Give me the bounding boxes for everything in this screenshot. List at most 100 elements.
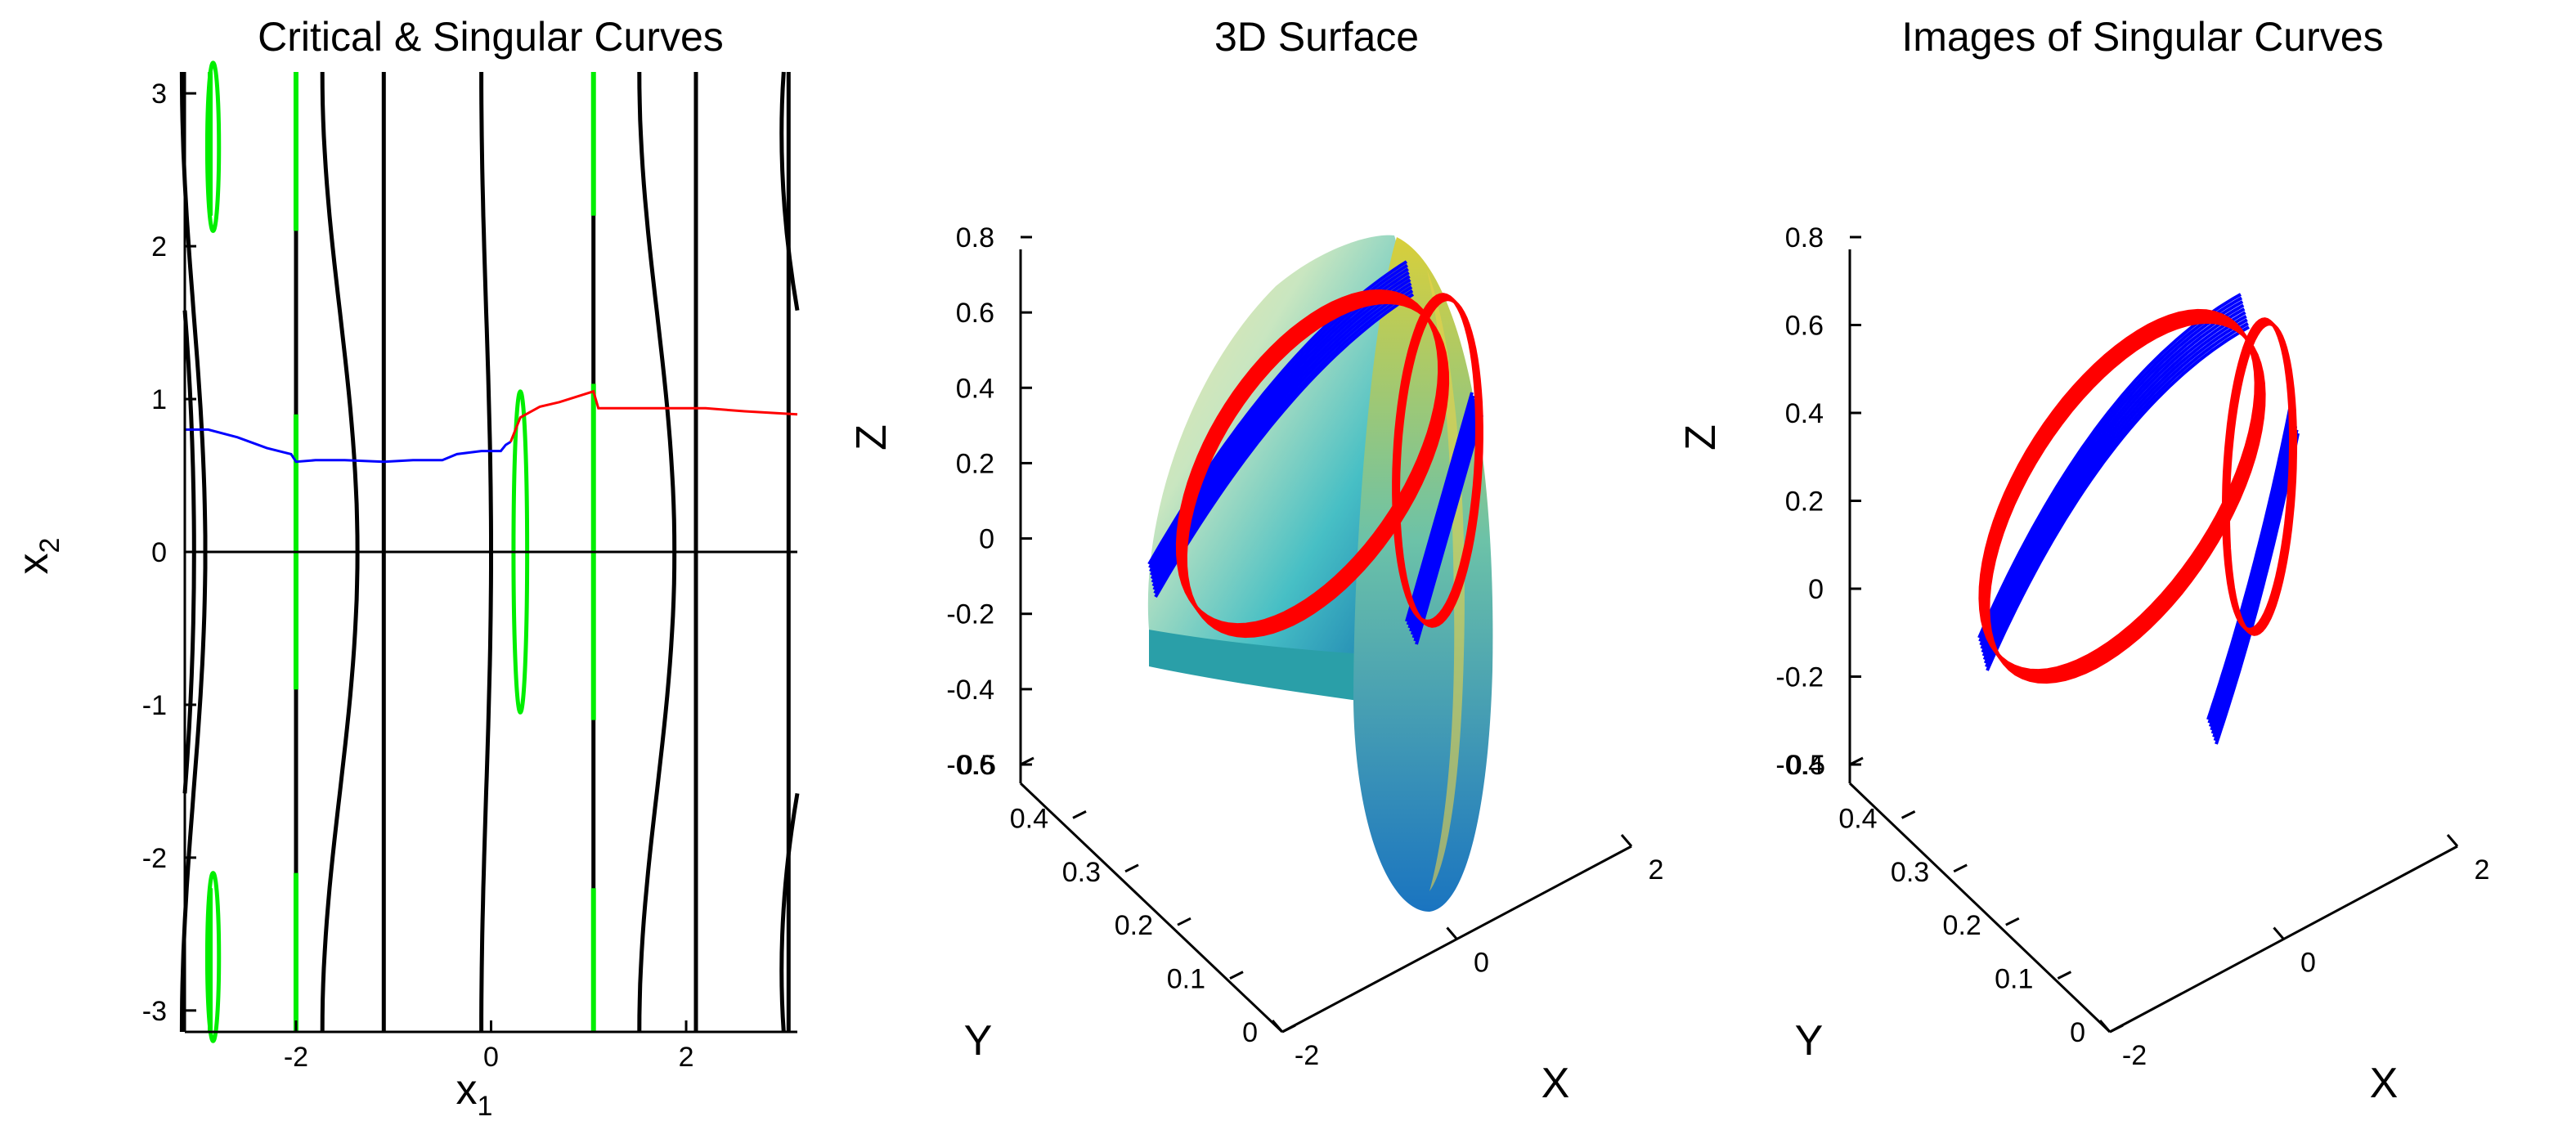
blue-curve bbox=[2210, 422, 2296, 734]
panel1-ytick-label: -1 bbox=[142, 690, 167, 721]
ztick-label: 0.2 bbox=[956, 448, 994, 479]
ytick-label: 0.5 bbox=[1787, 750, 1825, 781]
ztick-label: 0.2 bbox=[1785, 487, 1824, 518]
panel1-ylabel-sub: 2 bbox=[34, 538, 65, 554]
panel1-xtick-label: 0 bbox=[483, 1042, 499, 1073]
ytick-mark bbox=[2057, 971, 2072, 980]
ztick-label: 0.8 bbox=[956, 222, 994, 253]
xtick-mark bbox=[1620, 834, 1633, 847]
blue-curve bbox=[1978, 296, 2243, 643]
red-curve bbox=[1983, 316, 2263, 679]
red-curve bbox=[2226, 322, 2298, 636]
panel1-xlabel-sub: 1 bbox=[478, 1091, 493, 1122]
blue-curve bbox=[1985, 321, 2249, 668]
blue-curve bbox=[1154, 293, 1415, 599]
blue-curve bbox=[1980, 303, 2245, 650]
blue-curve bbox=[2213, 429, 2299, 742]
singular-curves bbox=[185, 389, 798, 554]
ztick-label: 0.4 bbox=[956, 373, 994, 404]
blue-curve bbox=[2207, 411, 2293, 724]
panel1-ylabel: x2 bbox=[10, 538, 65, 575]
ztick-label: -0.6 bbox=[946, 750, 994, 781]
red-curve bbox=[1980, 311, 2260, 675]
panel3-ticks: -0.4 -0.2 0 0.2 0.4 0.6 0.8 0 0.1 0.2 0.3 0.4 0.5 -2 0… bbox=[1775, 222, 2489, 1071]
blue-curve bbox=[1406, 395, 1475, 626]
blue-curve bbox=[1409, 401, 1479, 632]
panel3-xlabel: X bbox=[2370, 1060, 2399, 1107]
ztick-label: -0.2 bbox=[1775, 662, 1824, 693]
image-blue-curves bbox=[1977, 293, 2300, 745]
surface-ellipsoid-shade bbox=[1427, 270, 1465, 891]
panel1-ytick-label: 2 bbox=[151, 231, 167, 262]
blue-curve bbox=[2212, 426, 2298, 738]
ytick-label: 0.3 bbox=[1891, 857, 1929, 888]
blue-curve bbox=[1983, 318, 2248, 664]
panel2-ylabel: Y bbox=[964, 1017, 993, 1065]
xtick-mark bbox=[2273, 926, 2285, 940]
xtick-mark bbox=[2098, 1020, 2112, 1033]
critical-curve bbox=[779, 71, 800, 312]
red-curve bbox=[1986, 320, 2266, 684]
panel3-title: Images of Singular Curves bbox=[1901, 14, 2383, 60]
panel2-title: 3D Surface bbox=[1214, 14, 1419, 60]
ztick-label: 0.6 bbox=[1785, 311, 1824, 342]
ztick-label: 0.8 bbox=[1785, 222, 1824, 253]
series-line-red bbox=[509, 389, 798, 442]
panel3-ylabel: Y bbox=[1795, 1017, 1824, 1065]
ytick-mark bbox=[1229, 971, 1244, 980]
surface-skirt bbox=[1149, 626, 1364, 702]
image-red-curves bbox=[1978, 308, 2298, 684]
ytick-mark bbox=[1072, 810, 1087, 819]
ytick-label: 0.2 bbox=[1943, 910, 1981, 941]
blue-curve bbox=[1977, 293, 2242, 639]
panel1-y-ticks: -3 -2 -1 0 1 2 3 bbox=[142, 78, 196, 1027]
ytick-label: 0.5 bbox=[958, 750, 996, 781]
blue-curve bbox=[1981, 307, 2246, 653]
ytick-mark bbox=[1124, 863, 1139, 873]
panel2-ticks: -0.6 -0.4 -0.2 0 0.2 0.4 0.6 0.8 0 0.1 0.2 0.3 0.4 0.… bbox=[946, 222, 1663, 1071]
surface-red-curves bbox=[1175, 289, 1483, 639]
panel2-y-axis bbox=[1019, 782, 1284, 1034]
ztick-label: 0.4 bbox=[1785, 398, 1824, 429]
ytick-mark bbox=[1020, 756, 1034, 766]
blue-curve bbox=[1151, 282, 1412, 587]
panel1-x-ticks: -2 0 2 bbox=[284, 1020, 694, 1073]
ytick-mark bbox=[1281, 1024, 1296, 1034]
ytick-label: 0.1 bbox=[1167, 964, 1205, 995]
red-curve bbox=[1183, 300, 1450, 639]
panel-images-singular: Images of Singular Curves -0.4 -0.2 0 0.2 0.… bbox=[1677, 14, 2489, 1107]
panel1-ytick-label: 0 bbox=[151, 537, 167, 568]
blue-curve bbox=[2208, 415, 2294, 728]
ztick-label: 0 bbox=[979, 524, 994, 555]
xtick-label: 2 bbox=[2475, 854, 2490, 886]
xtick-label: 2 bbox=[1649, 854, 1664, 886]
xtick-mark bbox=[2446, 834, 2459, 847]
blue-curve bbox=[2206, 408, 2291, 720]
panel2-xlabel: X bbox=[1542, 1060, 1570, 1107]
ytick-label: 0 bbox=[2070, 1017, 2085, 1048]
blue-curve bbox=[1153, 289, 1414, 594]
red-curve bbox=[1985, 318, 2264, 682]
blue-curve bbox=[1981, 311, 2246, 657]
panel1-xlabel: x1 bbox=[456, 1066, 493, 1122]
ztick-label: -0.4 bbox=[946, 675, 994, 706]
panel1-xtick-label: 2 bbox=[679, 1042, 694, 1073]
blue-curve bbox=[1982, 314, 2247, 661]
ytick-label: 0.1 bbox=[1995, 964, 2033, 995]
blue-curve bbox=[1979, 300, 2244, 646]
xtick-label: 0 bbox=[2300, 948, 2316, 979]
red-curve bbox=[1397, 298, 1483, 628]
panel3-zlabel: Z bbox=[1677, 424, 1725, 451]
blue-curve bbox=[1151, 278, 1411, 584]
ytick-label: 0.4 bbox=[1838, 803, 1877, 834]
ytick-mark bbox=[1953, 863, 1968, 873]
ztick-label: -0.2 bbox=[946, 599, 994, 630]
blue-curve bbox=[1410, 405, 1479, 635]
ztick-label: 0.6 bbox=[956, 298, 994, 329]
ytick-mark bbox=[2109, 1024, 2124, 1034]
ytick-mark bbox=[2005, 917, 2020, 926]
blue-curve bbox=[1411, 408, 1481, 639]
blue-curve bbox=[1405, 392, 1474, 622]
xtick-label: 0 bbox=[1474, 948, 1489, 979]
blue-curve bbox=[1415, 415, 1483, 645]
